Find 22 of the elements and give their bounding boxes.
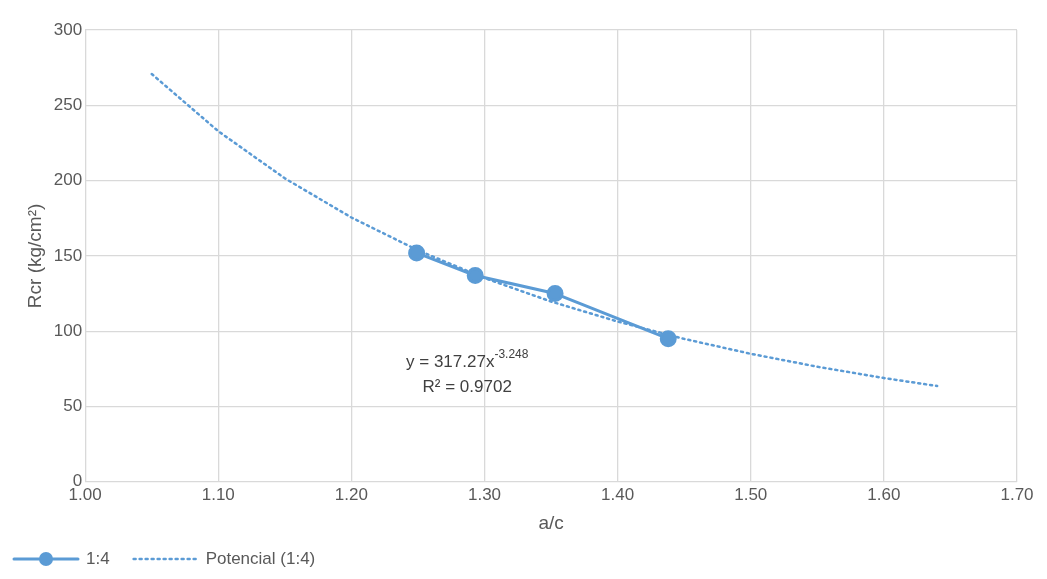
point	[466, 266, 484, 284]
x-tick-label: 1.20	[334, 484, 368, 504]
legend-label: 1:4	[86, 548, 110, 568]
y-tick-label: 50	[63, 396, 83, 416]
point	[659, 330, 677, 348]
annotation: R² = 0.9702	[422, 376, 512, 396]
y-tick-label: 100	[53, 320, 83, 340]
x-tick-label: 1.50	[734, 484, 768, 504]
x-tick-label: 1.40	[601, 484, 635, 504]
point	[546, 285, 564, 303]
y-axis-title: Rcr (kg/cm²)	[23, 203, 45, 309]
point	[408, 244, 426, 262]
legend-label: Potencial (1:4)	[205, 548, 316, 568]
x-tick-label: 1.60	[867, 484, 901, 504]
x-axis-title: a/c	[538, 511, 564, 533]
x-tick-label: 1.10	[201, 484, 235, 504]
y-tick-label: 300	[53, 19, 83, 39]
y-tick-label: 200	[53, 170, 83, 190]
x-tick-label: 1.70	[1000, 484, 1034, 504]
y-tick-label: 150	[53, 245, 83, 265]
y-tick-label: 250	[53, 94, 83, 114]
x-tick-label: 1.30	[467, 484, 502, 504]
